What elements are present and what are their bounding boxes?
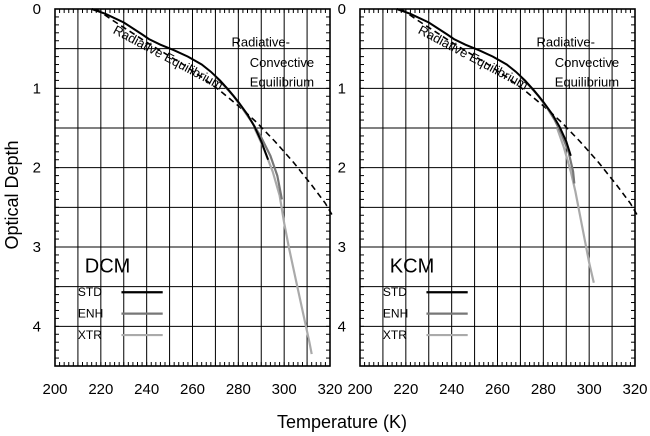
x-tick-label: 320: [317, 381, 342, 398]
x-tick-label: 320: [622, 381, 647, 398]
x-tick-label: 200: [347, 381, 372, 398]
legend-label: STD: [383, 285, 407, 299]
y-tick-label: 2: [338, 160, 346, 177]
legend-label: ENH: [383, 307, 408, 321]
y-tick-label: 0: [33, 1, 41, 18]
y-tick-label: 1: [338, 80, 346, 97]
annotation-label: Radiative Equilibrium: [416, 22, 531, 93]
legend-label: XTR: [383, 328, 407, 342]
x-tick-label: 280: [226, 381, 251, 398]
x-tick-label: 300: [577, 381, 602, 398]
plot-frame: [359, 8, 636, 367]
annotation-label: Radiative-: [536, 34, 595, 49]
panel-kcm: 200 220 240 260 280 300 320 0 1 2 3 4 Radiative Equi…: [338, 1, 648, 398]
annotation-label: Radiative-: [231, 34, 290, 49]
y-tick-label: 3: [338, 239, 346, 256]
plot-frame: [54, 8, 331, 367]
reference-line: [95, 8, 333, 216]
series-line-std: [91, 8, 270, 161]
x-tick-label: 260: [485, 381, 510, 398]
x-tick-label: 220: [393, 381, 418, 398]
legend-label: STD: [78, 285, 102, 299]
x-tick-label: 240: [439, 381, 464, 398]
y-tick-label: 0: [338, 1, 346, 18]
x-tick-label: 200: [42, 381, 67, 398]
x-tick-label: 240: [134, 381, 159, 398]
series-line-std: [396, 8, 572, 157]
x-tick-label: 260: [180, 381, 205, 398]
x-tick-label: 280: [531, 381, 556, 398]
y-axis-label: Optical Depth: [2, 140, 22, 249]
annotation-label: Equilibrium: [250, 75, 314, 90]
x-tick-label: 300: [272, 381, 297, 398]
annotation-label: Radiative Equilibrium: [111, 22, 226, 93]
annotation-label: Convective: [250, 55, 314, 70]
panel-label: KCM: [390, 255, 434, 277]
x-tick-label: 220: [88, 381, 113, 398]
y-tick-label: 3: [33, 239, 41, 256]
legend-label: XTR: [78, 328, 102, 342]
y-tick-label: 1: [33, 80, 41, 97]
y-tick-label: 4: [338, 318, 346, 335]
annotation-label: Equilibrium: [555, 75, 619, 90]
panel-label: DCM: [85, 255, 131, 277]
y-tick-label: 4: [33, 318, 41, 335]
legend-label: ENH: [78, 307, 103, 321]
series-line-xtr: [253, 127, 313, 355]
annotation-label: Convective: [555, 55, 619, 70]
reference-line: [400, 8, 638, 216]
series-line-xtr: [556, 127, 595, 283]
y-tick-label: 2: [33, 160, 41, 177]
x-axis-label: Temperature (K): [277, 412, 407, 432]
